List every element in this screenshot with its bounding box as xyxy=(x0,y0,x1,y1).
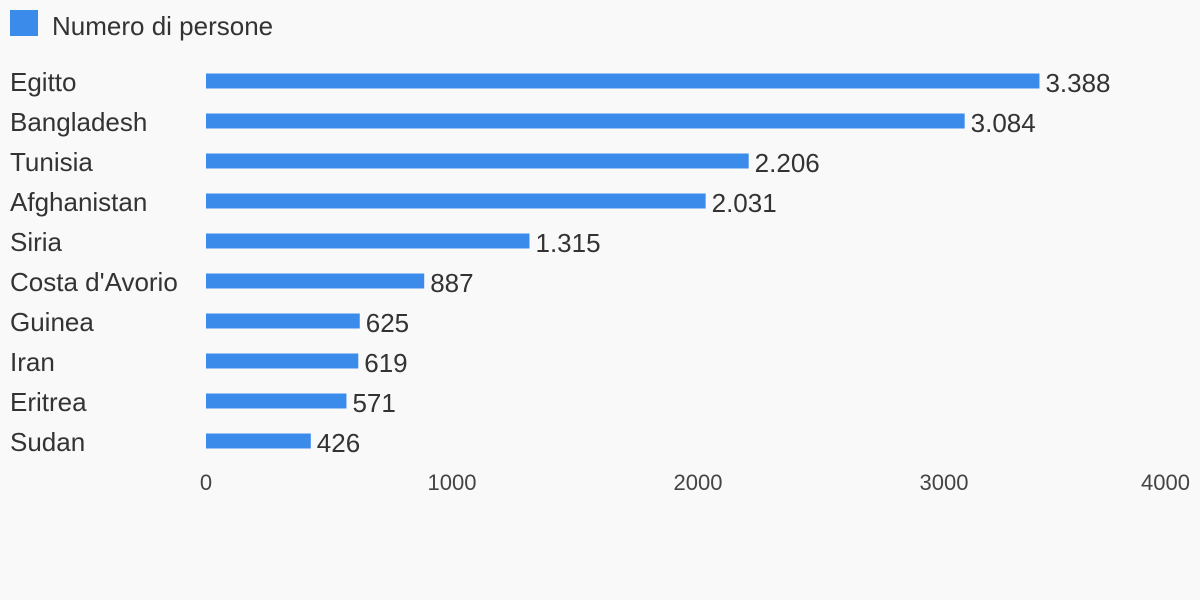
category-labels: Egitto Bangladesh Tunisia Afghanistan Siria C… xyxy=(10,67,178,457)
value-label: 625 xyxy=(366,308,409,338)
x-axis-ticks: 0 1000 2000 3000 4000 xyxy=(200,470,1190,495)
bar xyxy=(206,73,1040,89)
value-labels: 3.388 3.084 2.206 2.031 1.315 887 625 619 571 426 xyxy=(317,68,1111,458)
bar xyxy=(206,393,347,409)
category-label: Iran xyxy=(10,347,55,377)
bar xyxy=(206,273,425,289)
value-label: 2.206 xyxy=(755,148,820,178)
category-label: Tunisia xyxy=(10,147,93,177)
legend: Numero di persone xyxy=(10,10,273,41)
category-label: Afghanistan xyxy=(10,187,147,217)
bar xyxy=(206,153,749,169)
value-label: 887 xyxy=(430,268,473,298)
x-tick-label: 0 xyxy=(200,470,212,495)
bar xyxy=(206,433,311,449)
bars xyxy=(206,73,1040,449)
value-label: 1.315 xyxy=(535,228,600,258)
value-label: 3.084 xyxy=(971,108,1036,138)
x-tick-label: 2000 xyxy=(674,470,723,495)
value-label: 426 xyxy=(317,428,360,458)
category-label: Guinea xyxy=(10,307,94,337)
legend-label: Numero di persone xyxy=(52,11,273,41)
x-tick-label: 3000 xyxy=(920,470,969,495)
bar xyxy=(206,113,965,129)
category-label: Costa d'Avorio xyxy=(10,267,178,297)
bar xyxy=(206,193,706,209)
category-label: Siria xyxy=(10,227,63,257)
category-label: Bangladesh xyxy=(10,107,147,137)
value-label: 619 xyxy=(364,348,407,378)
legend-swatch xyxy=(10,10,38,36)
category-label: Sudan xyxy=(10,427,85,457)
x-tick-label: 1000 xyxy=(428,470,477,495)
value-label: 3.388 xyxy=(1045,68,1110,98)
category-label: Egitto xyxy=(10,67,77,97)
value-label: 571 xyxy=(352,388,395,418)
bar xyxy=(206,313,360,329)
bar xyxy=(206,233,530,249)
x-tick-label: 4000 xyxy=(1141,470,1190,495)
bar xyxy=(206,353,359,369)
category-label: Eritrea xyxy=(10,387,87,417)
value-label: 2.031 xyxy=(712,188,777,218)
